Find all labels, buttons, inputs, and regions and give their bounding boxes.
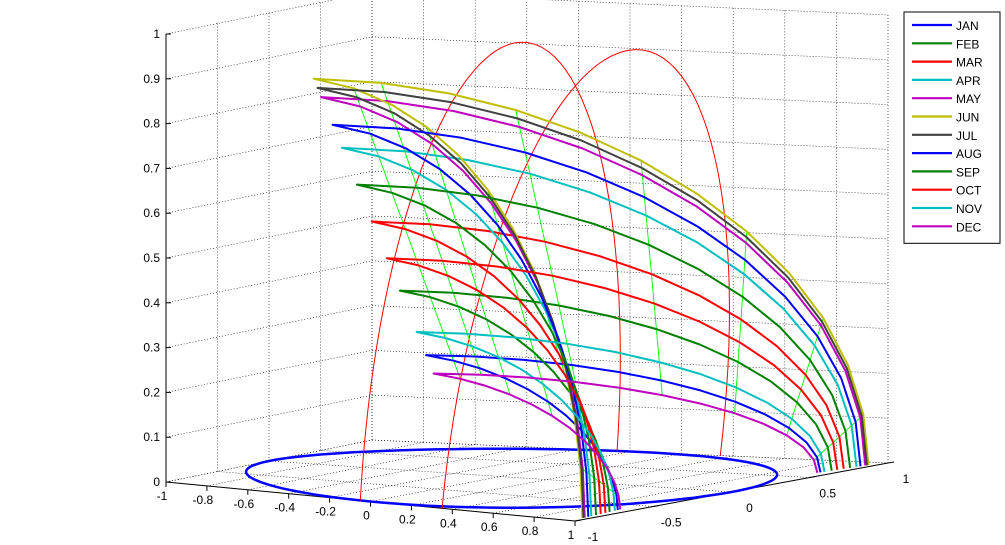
grid-line xyxy=(371,305,889,329)
y-tick-label: 1 xyxy=(903,472,910,486)
grid-line xyxy=(371,394,889,419)
legend-label: FEB xyxy=(956,37,979,51)
grid-line xyxy=(371,36,889,61)
grid-line xyxy=(329,448,579,498)
x-tick-label: 0.4 xyxy=(440,516,457,530)
y-tick-mark xyxy=(653,505,660,507)
x-tick-label: 0.8 xyxy=(522,524,539,538)
series-line-jan xyxy=(425,354,822,511)
legend-label: JUN xyxy=(956,111,979,125)
z-tick-label: 0.2 xyxy=(143,385,160,399)
grid-line xyxy=(371,260,889,285)
grid-line xyxy=(165,394,373,438)
legend-label: NOV xyxy=(956,202,982,216)
grid-line xyxy=(371,81,889,105)
x-tick-label: -0.4 xyxy=(274,501,295,515)
z-tick-label: 0 xyxy=(153,475,160,489)
series-line-dec xyxy=(432,372,819,510)
y-tick-mark xyxy=(574,519,582,522)
legend-label: DEC xyxy=(956,220,982,234)
series-line-aug xyxy=(331,123,862,517)
series-line-oct xyxy=(385,257,839,513)
z-tick-label: 0.1 xyxy=(143,430,160,444)
z-tick-label: 0.3 xyxy=(143,341,160,355)
grid-line xyxy=(165,350,373,393)
y-tick-label: -1 xyxy=(588,530,599,544)
y-tick-label: 0 xyxy=(746,501,753,515)
grid-line xyxy=(165,170,373,214)
meridian-arc xyxy=(441,49,730,509)
grid-line xyxy=(320,450,810,478)
x-tick-label: -0.6 xyxy=(233,497,254,511)
hour-line xyxy=(515,109,576,383)
grid-line xyxy=(217,471,654,507)
z-tick-label: 0.6 xyxy=(143,206,160,220)
z-tick-label: 1 xyxy=(153,27,160,41)
x-tick-label: 0.2 xyxy=(399,512,416,526)
legend-label: OCT xyxy=(956,184,982,198)
y-tick-label: 0.5 xyxy=(819,487,836,501)
series-line-feb xyxy=(398,289,833,512)
grid-line xyxy=(165,126,373,169)
series-line-sep xyxy=(355,183,852,516)
x-tick-label: -0.8 xyxy=(193,493,214,507)
grid-line xyxy=(165,260,373,304)
legend: JAN FEB MAR APR MAY JUN JUL AUG SEP OCT NOV DEC xyxy=(903,11,1001,244)
grid-line xyxy=(165,81,373,124)
y-tick-mark xyxy=(809,476,816,478)
grid-line xyxy=(165,215,373,259)
legend-label: APR xyxy=(956,74,981,88)
grid-line xyxy=(371,215,889,240)
z-tick-label: 0.9 xyxy=(143,72,160,86)
legend-label: SEP xyxy=(956,165,980,179)
legend-label: JAN xyxy=(956,19,979,33)
hour-line xyxy=(353,88,461,379)
series-line-jul xyxy=(316,86,868,518)
grid-line xyxy=(371,126,889,150)
grid-line xyxy=(544,0,889,16)
grid-line xyxy=(268,460,732,493)
grid-line xyxy=(411,453,682,506)
series-line-nov xyxy=(415,331,826,511)
hour-line xyxy=(640,160,663,396)
x-tick-label: 0 xyxy=(363,509,370,523)
grid-line xyxy=(165,305,373,348)
x-tick-label: 0.6 xyxy=(481,520,498,534)
grid-line xyxy=(371,350,889,374)
legend-label: MAR xyxy=(956,56,983,70)
z-tick-label: 0.8 xyxy=(143,117,160,131)
x-tick-label: -1 xyxy=(157,489,168,503)
y-tick-mark xyxy=(887,461,895,464)
z-tick-label: 0.4 xyxy=(143,296,160,310)
x-tick-label: -0.2 xyxy=(315,505,336,519)
meridian-arc xyxy=(359,41,621,501)
grid-line xyxy=(165,36,373,80)
z-tick-label: 0.7 xyxy=(143,161,160,175)
legend-label: AUG xyxy=(956,147,982,161)
month-series xyxy=(312,77,870,519)
legend-label: MAY xyxy=(956,92,981,106)
z-tick-label: 0.5 xyxy=(143,251,160,265)
y-tick-label: -0.5 xyxy=(661,516,682,530)
legend-box xyxy=(903,11,1001,244)
legend-label: JUL xyxy=(956,129,978,143)
grid-line xyxy=(165,0,335,35)
tick-labels: -1 -0.8 -0.6 -0.4 -0.2 0 0.2 0.4 0.6 0.8 1 -1 -0.5 0 0… xyxy=(143,27,909,544)
series-line-may xyxy=(320,96,867,518)
grid-line xyxy=(371,170,889,195)
grid-line xyxy=(206,442,424,487)
horizon-circle xyxy=(244,447,779,509)
grid-line xyxy=(493,458,785,514)
x-tick-label: 1 xyxy=(568,528,575,542)
